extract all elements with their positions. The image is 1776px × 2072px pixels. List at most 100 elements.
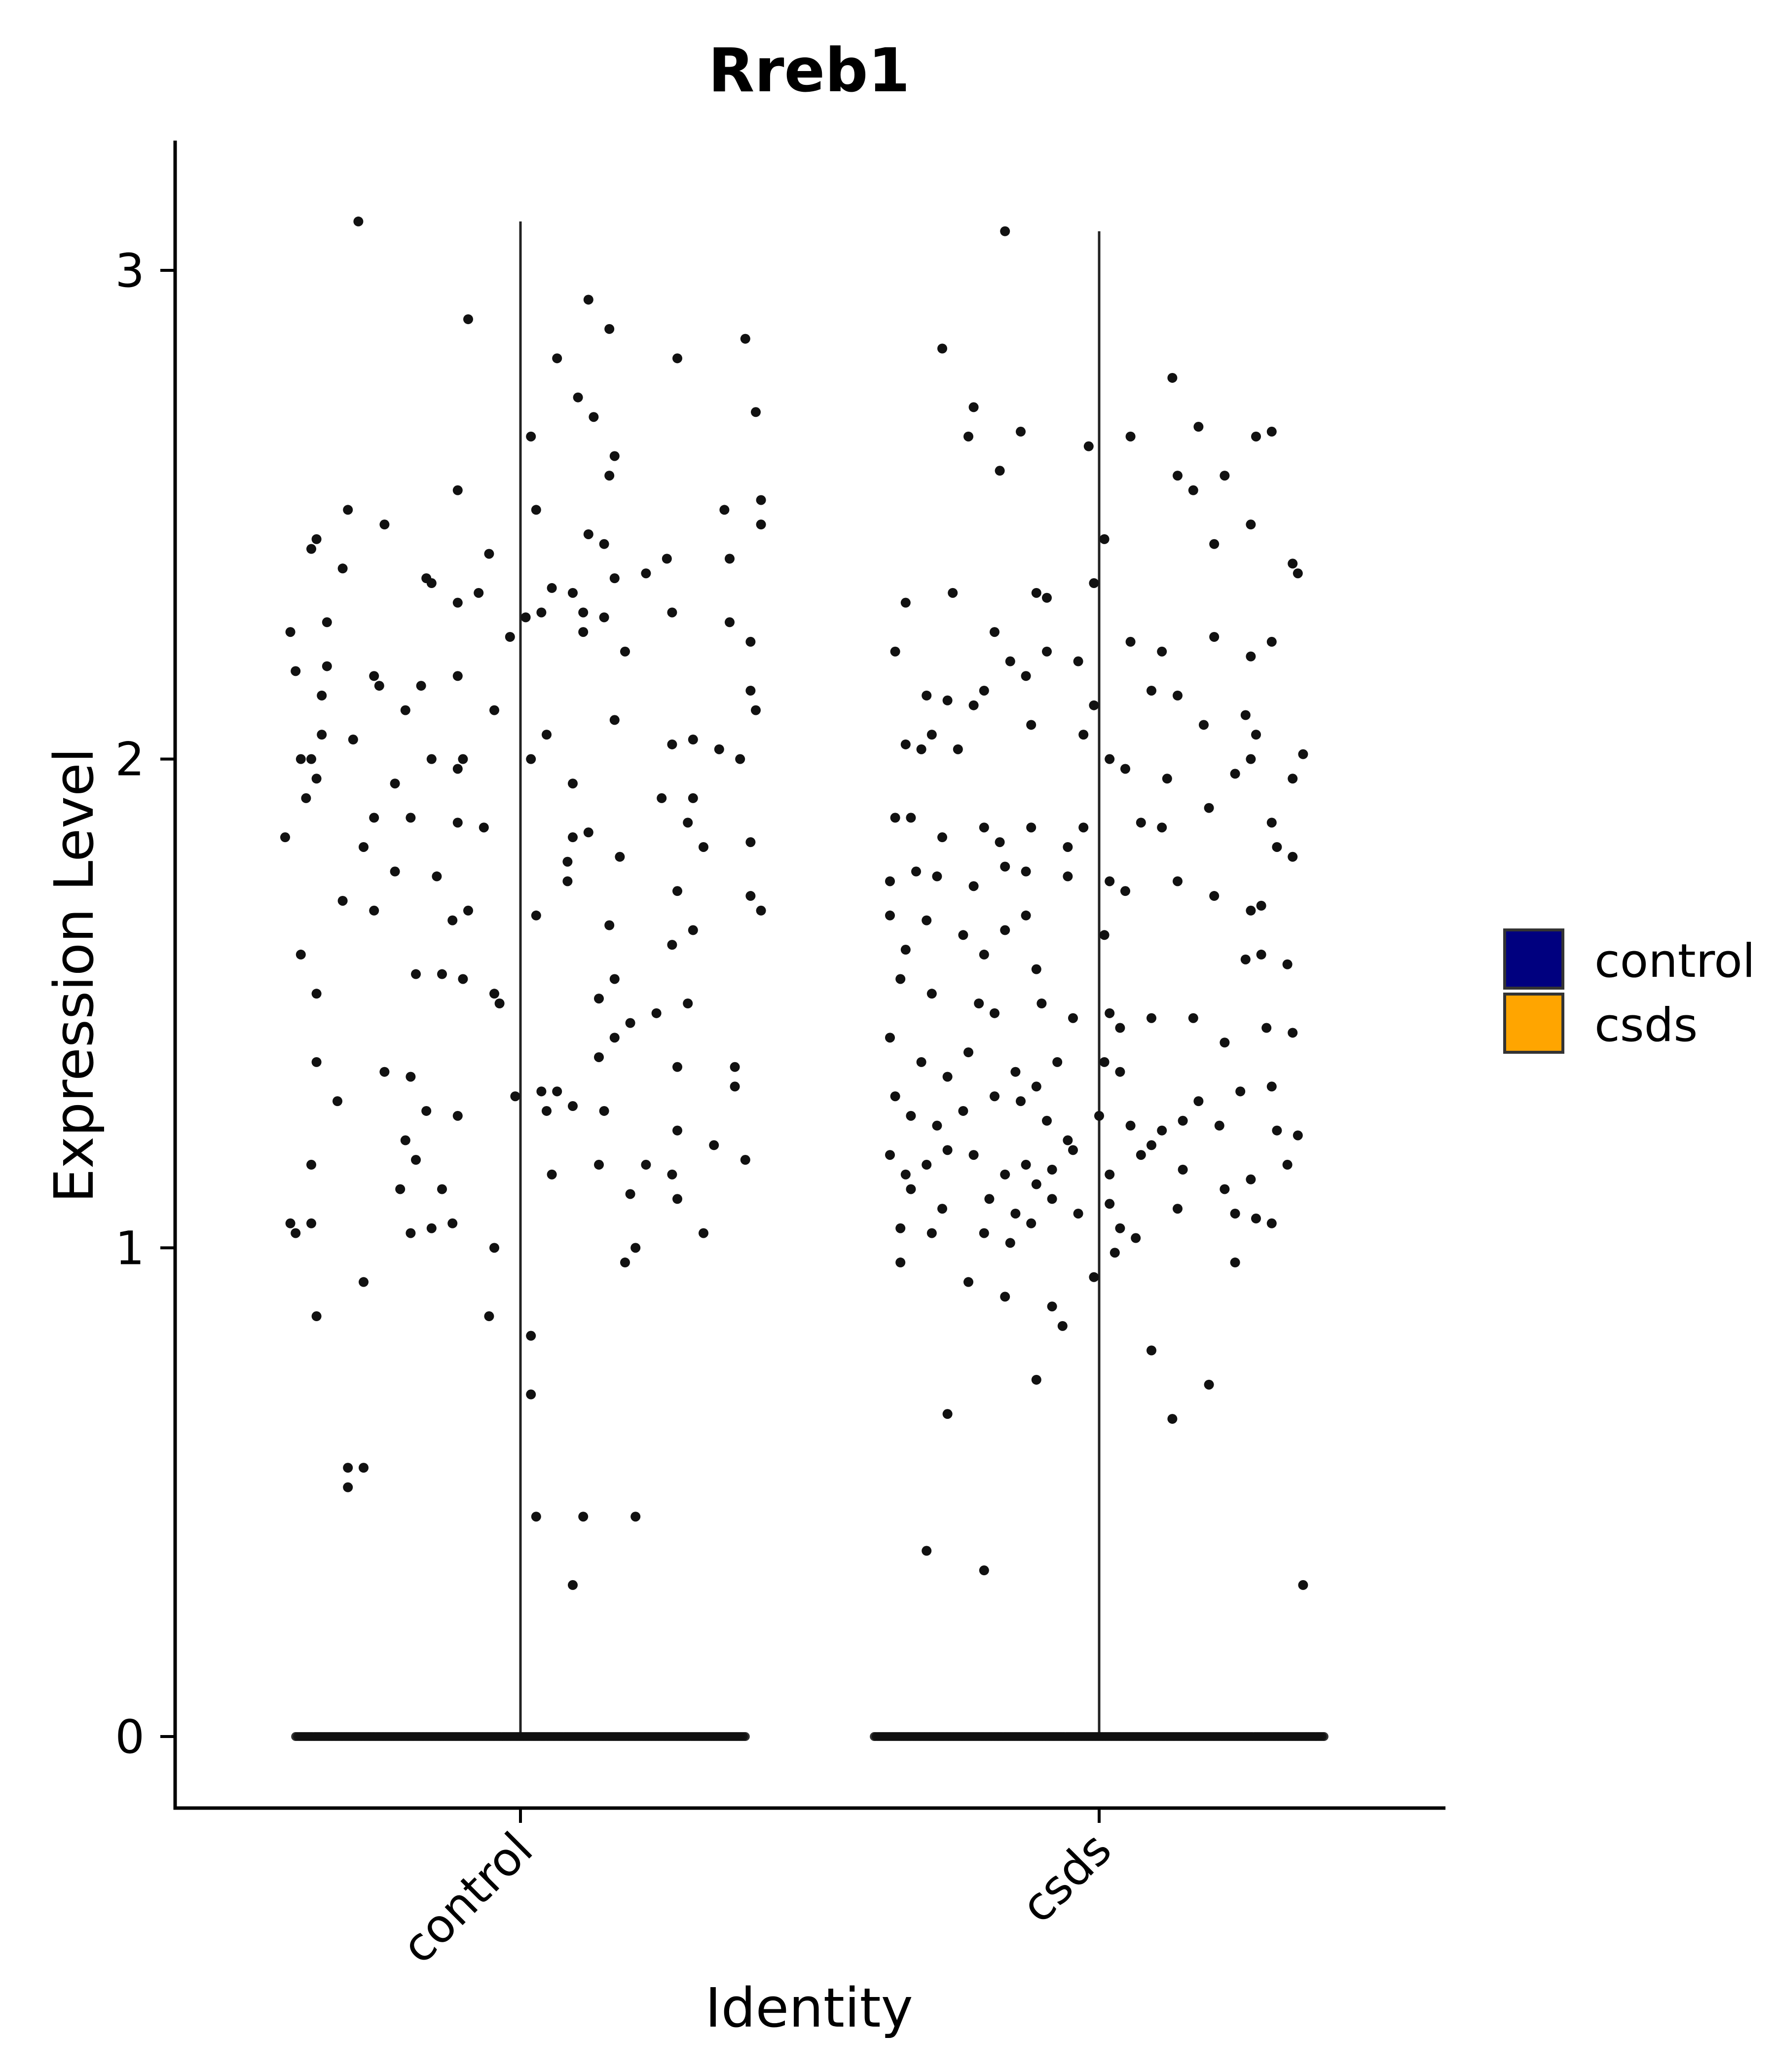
point-csds xyxy=(885,1033,895,1043)
point-control xyxy=(452,764,463,774)
point-csds xyxy=(979,1565,989,1576)
point-csds xyxy=(900,739,911,749)
point-control xyxy=(709,1140,719,1150)
point-control xyxy=(458,754,468,764)
point-csds xyxy=(922,915,932,925)
point-csds xyxy=(1209,632,1220,642)
point-csds xyxy=(1157,1125,1167,1136)
point-control xyxy=(578,1512,589,1522)
point-csds xyxy=(1188,485,1198,495)
point-csds xyxy=(1261,1023,1272,1033)
point-control xyxy=(641,1159,651,1170)
point-control xyxy=(609,1033,620,1043)
point-control xyxy=(526,1331,536,1341)
point-csds xyxy=(979,1228,989,1238)
point-csds xyxy=(1282,959,1293,969)
point-control xyxy=(751,407,761,417)
point-control xyxy=(406,813,416,823)
point-csds xyxy=(953,744,963,754)
point-csds xyxy=(1115,1223,1125,1233)
point-csds xyxy=(963,1047,973,1058)
point-csds xyxy=(1173,1204,1183,1214)
point-csds xyxy=(974,999,984,1008)
point-control xyxy=(426,754,437,764)
point-csds xyxy=(1105,754,1115,764)
point-csds xyxy=(1031,1179,1041,1189)
point-control xyxy=(568,588,578,598)
point-control xyxy=(489,989,499,999)
point-csds xyxy=(1000,1169,1010,1180)
point-control xyxy=(311,774,322,784)
point-csds xyxy=(1026,822,1036,833)
point-csds xyxy=(1246,519,1256,530)
point-control xyxy=(683,817,693,828)
point-control xyxy=(672,1062,682,1072)
point-control xyxy=(505,632,515,642)
point-csds xyxy=(1272,1125,1282,1136)
point-csds xyxy=(1115,1067,1125,1077)
point-control xyxy=(714,744,724,754)
point-csds xyxy=(1057,1321,1068,1331)
point-csds xyxy=(1214,1120,1224,1131)
point-csds xyxy=(1240,954,1251,964)
point-csds xyxy=(906,1184,916,1194)
point-control xyxy=(667,607,677,618)
legend-label-csds: csds xyxy=(1594,999,1698,1052)
point-control xyxy=(552,353,562,364)
point-csds xyxy=(1251,431,1261,442)
point-csds xyxy=(1256,900,1266,911)
point-csds xyxy=(1235,1086,1246,1097)
point-csds xyxy=(1099,534,1110,544)
point-csds xyxy=(968,881,979,891)
point-csds xyxy=(1298,749,1308,759)
y-tick-label: 2 xyxy=(115,733,145,787)
point-csds xyxy=(1094,1110,1104,1121)
point-control xyxy=(688,735,698,745)
point-csds xyxy=(990,1091,999,1102)
point-control xyxy=(609,451,620,461)
point-csds xyxy=(1288,774,1298,784)
point-csds xyxy=(1178,1164,1188,1175)
point-csds xyxy=(1272,842,1282,852)
point-csds xyxy=(968,1150,979,1160)
point-csds xyxy=(968,700,979,710)
point-csds xyxy=(1288,1028,1298,1038)
violins xyxy=(364,221,1256,1738)
point-control xyxy=(547,1169,557,1180)
point-csds xyxy=(1251,1213,1261,1223)
point-csds xyxy=(1266,636,1277,647)
point-csds xyxy=(1167,1414,1178,1424)
point-csds xyxy=(958,930,968,940)
y-tick-label: 1 xyxy=(115,1221,145,1275)
point-control xyxy=(395,1184,406,1194)
point-csds xyxy=(1063,842,1073,852)
point-csds xyxy=(895,974,906,984)
point-csds xyxy=(895,1223,906,1233)
point-control xyxy=(296,949,306,960)
point-csds xyxy=(1157,822,1167,833)
point-control xyxy=(353,216,364,226)
point-csds xyxy=(1125,1120,1136,1131)
point-control xyxy=(620,1258,630,1268)
point-csds xyxy=(1246,905,1256,916)
x-tick-label: control xyxy=(392,1822,543,1974)
point-csds xyxy=(1220,471,1230,481)
point-control xyxy=(542,730,552,740)
point-csds xyxy=(916,744,926,754)
point-csds xyxy=(1209,539,1220,549)
point-csds xyxy=(1073,1208,1083,1219)
point-csds xyxy=(1089,700,1099,710)
point-control xyxy=(699,1228,708,1238)
jitter-points xyxy=(280,216,1329,1741)
point-csds xyxy=(1000,1292,1010,1302)
point-control xyxy=(369,813,379,823)
point-csds xyxy=(1230,769,1240,779)
point-csds xyxy=(942,1409,953,1419)
point-csds xyxy=(926,730,937,740)
point-control xyxy=(599,1106,609,1116)
point-control xyxy=(484,1311,494,1322)
point-control xyxy=(452,597,463,608)
point-control xyxy=(583,295,593,305)
point-control xyxy=(452,817,463,828)
